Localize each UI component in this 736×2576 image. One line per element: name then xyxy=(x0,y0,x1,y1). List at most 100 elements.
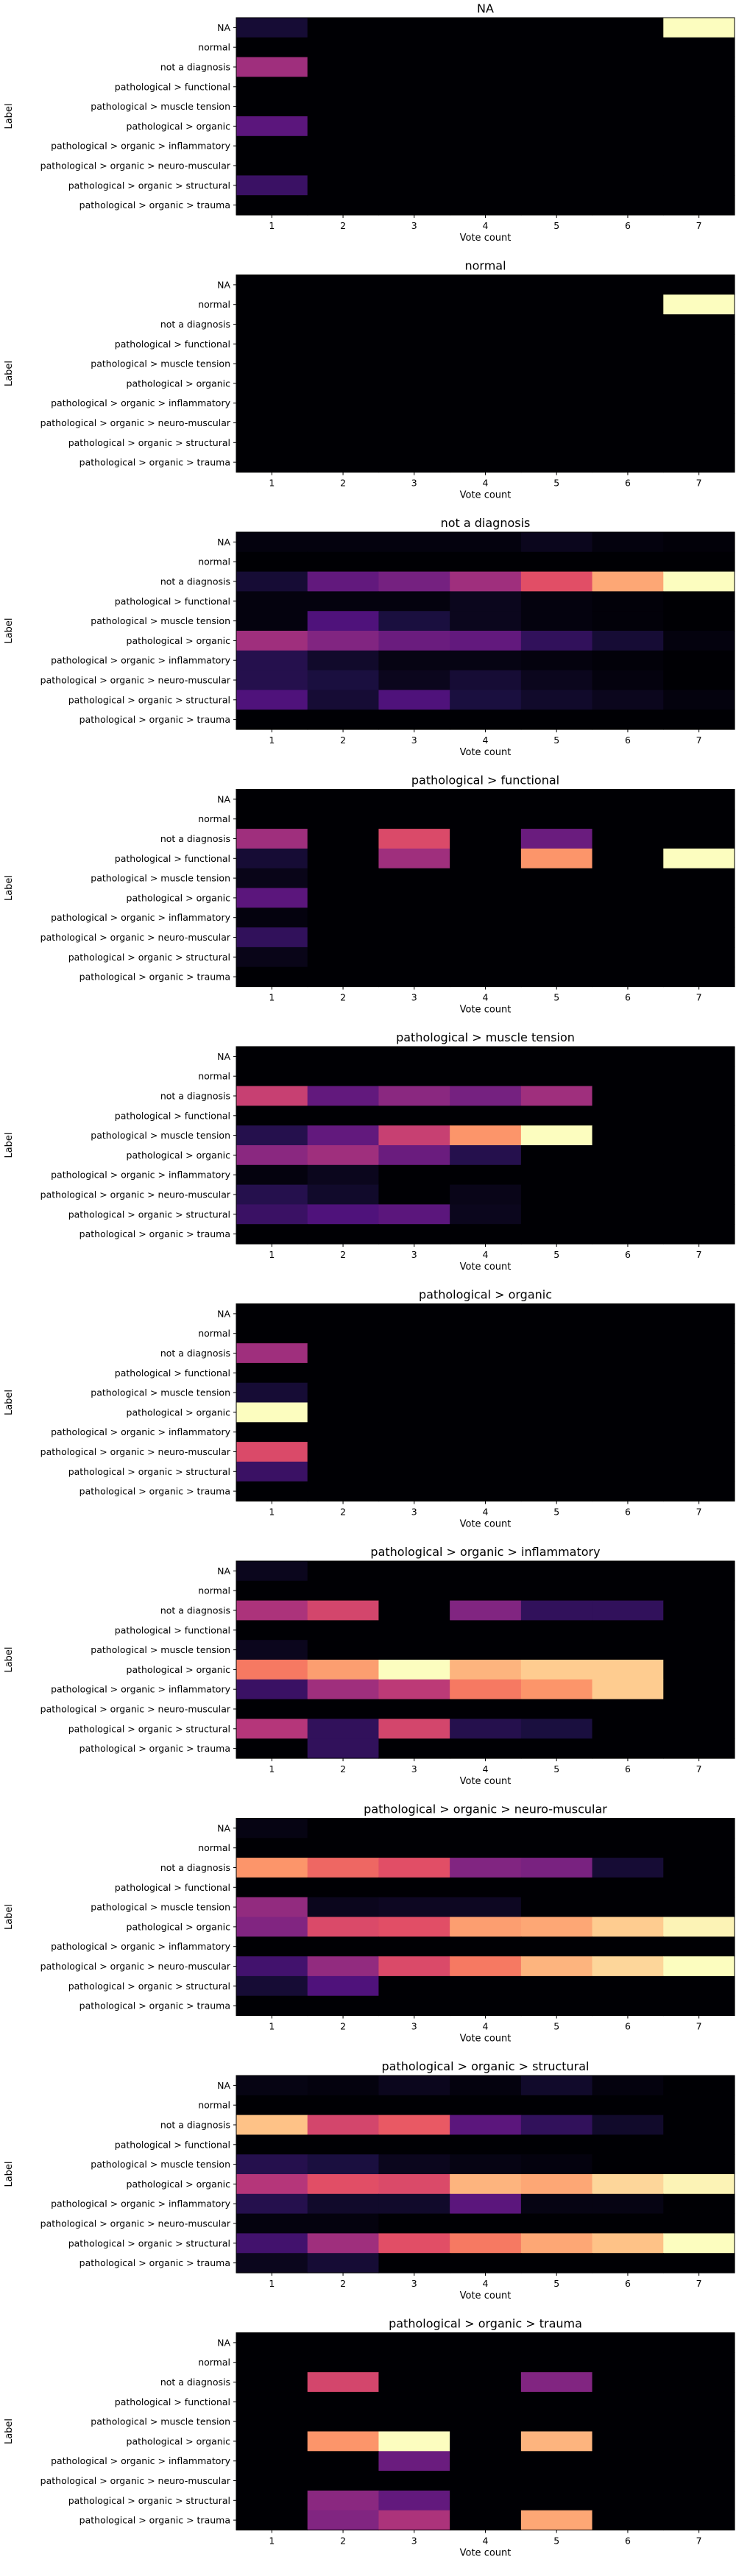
x-tick-label: 2 xyxy=(340,992,346,1003)
heatmap-cell xyxy=(307,1838,380,1858)
heatmap-cell xyxy=(450,2352,522,2373)
heatmap-cell xyxy=(663,1877,735,1898)
heatmap-cell xyxy=(520,393,593,414)
heatmap-cell xyxy=(450,1699,522,1719)
heatmap-cell xyxy=(307,809,380,829)
y-tick-label: not a diagnosis xyxy=(160,2120,230,2131)
heatmap-cell xyxy=(378,1442,450,1462)
heatmap-cell xyxy=(450,1442,522,1462)
heatmap-cell xyxy=(663,888,735,908)
heatmap-cell xyxy=(592,2193,664,2215)
heatmap-cell xyxy=(450,275,522,295)
heatmap-cell xyxy=(663,135,735,157)
heatmap-cell xyxy=(520,1679,593,1700)
heatmap-cell xyxy=(592,314,664,335)
heatmap-cell xyxy=(378,868,450,889)
heatmap-cell xyxy=(378,2115,450,2135)
heatmap-cell xyxy=(378,393,450,414)
heatmap-cell xyxy=(307,591,380,612)
heatmap-cell xyxy=(236,135,308,157)
heatmap-cell xyxy=(592,1145,664,1166)
heatmap-cell xyxy=(592,1561,664,1582)
y-tick-label: pathological > muscle tension xyxy=(91,2416,230,2427)
heatmap-cell xyxy=(236,2115,308,2135)
heatmap-cell xyxy=(663,1125,735,1146)
y-tick-label: pathological > organic > trauma xyxy=(79,2257,230,2268)
heatmap-cell xyxy=(378,77,450,97)
heatmap-cell xyxy=(520,155,593,176)
x-tick-label: 3 xyxy=(411,1507,417,1518)
panel-title: pathological > muscle tension xyxy=(396,1030,575,1044)
x-axis-label: Vote count xyxy=(460,2548,512,2559)
heatmap-cell xyxy=(663,829,735,849)
heatmap-cell xyxy=(592,1343,664,1364)
heatmap-cell xyxy=(520,2213,593,2234)
y-tick-label: pathological > organic > inflammatory xyxy=(51,2198,230,2209)
y-tick-label: NA xyxy=(217,1308,230,1319)
x-axis-label: Vote count xyxy=(460,490,512,501)
y-tick-label: pathological > muscle tension xyxy=(91,1130,230,1141)
heatmap-cell xyxy=(450,195,522,216)
heatmap-cell xyxy=(307,1105,380,1126)
heatmap-cell xyxy=(236,571,308,592)
heatmap-cell xyxy=(307,1086,380,1106)
heatmap-cell xyxy=(236,37,308,58)
heatmap-cell xyxy=(592,135,664,157)
y-tick-label: pathological > organic > trauma xyxy=(79,2515,230,2526)
heatmap-cell xyxy=(378,2372,450,2393)
y-tick-label: pathological > functional xyxy=(115,1367,230,1379)
heatmap-cell xyxy=(378,1660,450,1680)
heatmap-cell xyxy=(592,966,664,988)
y-tick-label: pathological > functional xyxy=(115,595,230,606)
heatmap-cell xyxy=(520,1422,593,1443)
heatmap-cell xyxy=(450,1382,522,1404)
heatmap-cell xyxy=(450,1818,522,1839)
heatmap-cell xyxy=(307,789,380,810)
heatmap-cell xyxy=(520,532,593,553)
x-tick-label: 1 xyxy=(269,1249,275,1260)
heatmap-cell xyxy=(307,2451,380,2471)
heatmap-cell xyxy=(307,373,380,394)
x-tick-label: 7 xyxy=(696,992,702,1003)
heatmap-cell xyxy=(236,333,308,355)
heatmap-cell xyxy=(378,1184,450,1205)
heatmap-cell xyxy=(307,2174,380,2195)
y-tick-label: pathological > organic > neuro-muscular xyxy=(40,1704,231,1715)
x-tick-label: 7 xyxy=(696,2278,702,2289)
heatmap-cell xyxy=(307,2431,380,2452)
heatmap-cell xyxy=(307,1125,380,1146)
x-tick-label: 3 xyxy=(411,220,417,231)
x-tick-label: 2 xyxy=(340,2278,346,2289)
heatmap-cell xyxy=(378,314,450,335)
heatmap-cell xyxy=(592,532,664,553)
heatmap-cell xyxy=(592,1105,664,1126)
heatmap-cell xyxy=(450,1105,522,1126)
y-tick-label: pathological > organic xyxy=(127,1921,231,1932)
heatmap-cell xyxy=(236,829,308,849)
heatmap-cell xyxy=(307,195,380,216)
heatmap-cell xyxy=(592,2471,664,2491)
heatmap-cell xyxy=(592,670,664,690)
heatmap-cell xyxy=(307,611,380,631)
heatmap-cell xyxy=(378,1461,450,1482)
heatmap-cell xyxy=(520,868,593,889)
y-tick-label: pathological > organic > neuro-muscular xyxy=(40,932,231,943)
y-axis-label: Label xyxy=(4,103,15,129)
heatmap-cell xyxy=(307,1858,380,1878)
heatmap-cell xyxy=(592,868,664,889)
heatmap-cell xyxy=(592,2451,664,2471)
heatmap-cell xyxy=(520,1145,593,1166)
heatmap-cell xyxy=(378,927,450,948)
heatmap-cell xyxy=(450,1343,522,1364)
heatmap-cell xyxy=(592,2391,664,2413)
heatmap-cell xyxy=(663,789,735,810)
heatmap-cell xyxy=(236,631,308,651)
x-tick-label: 4 xyxy=(483,992,489,1003)
y-tick-label: pathological > organic > trauma xyxy=(79,457,230,468)
heatmap-cell xyxy=(663,1838,735,1858)
heatmap-cell xyxy=(236,2193,308,2215)
heatmap-cell xyxy=(592,2352,664,2373)
heatmap-cell xyxy=(450,2154,522,2175)
heatmap-cell xyxy=(450,1362,522,1384)
heatmap-cell xyxy=(236,848,308,869)
